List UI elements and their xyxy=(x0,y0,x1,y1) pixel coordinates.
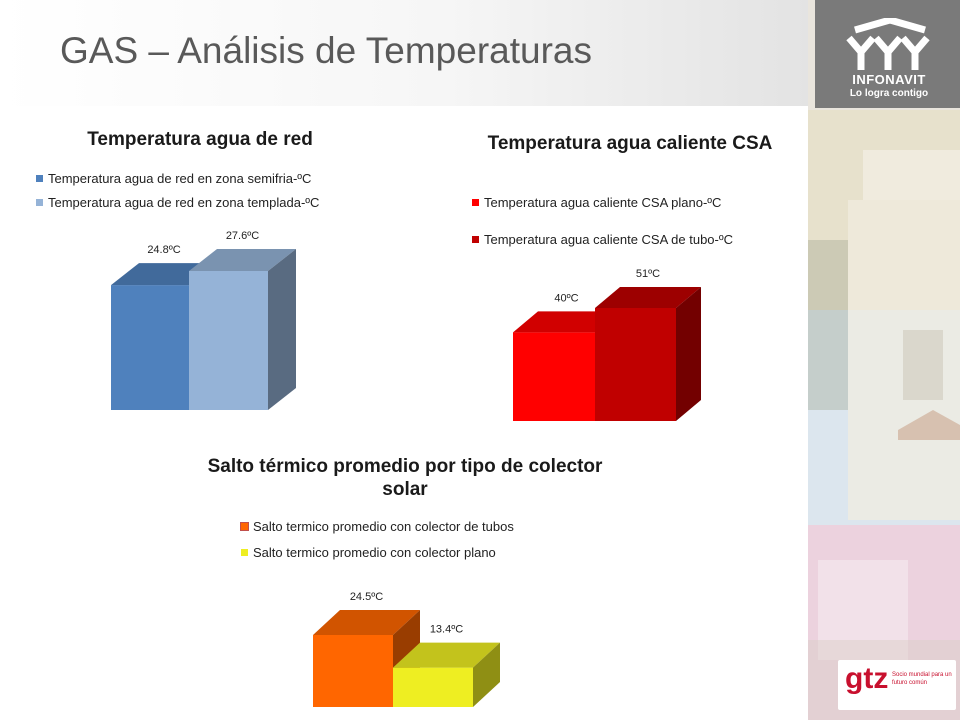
chart3-legend-item-tubos: Salto termico promedio con colector de t… xyxy=(240,519,514,534)
chart1-bar-2-side xyxy=(268,249,296,410)
chart1-legend-label-templada: Temperatura agua de red en zona templada… xyxy=(48,195,320,210)
chart3-bar-2-front xyxy=(393,667,473,707)
chart3-title: Salto térmico promedio por tipo de colec… xyxy=(207,456,603,500)
chart2-bar-1-top xyxy=(513,311,620,333)
chart1-bar-2-front xyxy=(189,271,268,410)
legend-swatch xyxy=(472,199,479,206)
chart1-bar-1-front xyxy=(111,285,189,410)
chart2-data-label-2: 51ºC xyxy=(636,268,660,280)
chart2-legend-label-tubo: Temperatura agua caliente CSA de tubo-ºC xyxy=(484,232,734,247)
chart1-title: Temperatura agua de red xyxy=(87,129,313,150)
chart3-bar-2 xyxy=(393,642,500,707)
chart2-legend-item-tubo: Temperatura agua caliente CSA de tubo-ºC xyxy=(472,232,733,247)
page-title: GAS – Análisis de Temperaturas xyxy=(60,30,592,71)
chart3-bar-1-top xyxy=(313,610,420,635)
gtz-logo: gtz xyxy=(845,662,889,695)
infonavit-logo-slogan: Lo logra contigo xyxy=(849,88,929,99)
chart3-data-label-1: 24.5ºC xyxy=(350,591,383,603)
legend-swatch xyxy=(36,175,43,182)
chart2-bar-2 xyxy=(595,287,701,421)
chart3-bar-1-front xyxy=(313,635,393,707)
chart1-legend-item-semifria: Temperatura agua de red en zona semifria… xyxy=(36,171,311,186)
chart3-legend-label-tubos: Salto termico promedio con colector de t… xyxy=(253,519,514,534)
chart2-bar-2-top xyxy=(595,287,701,308)
legend-swatch xyxy=(241,549,248,556)
legend-swatch xyxy=(240,522,249,531)
chart2-legend-label-plano: Temperatura agua caliente CSA plano-ºC xyxy=(484,195,722,210)
chart2-bar-1-front xyxy=(513,332,595,421)
gtz-logo-box xyxy=(838,660,956,710)
legend-swatch xyxy=(36,199,43,206)
chart2-title: Temperatura agua caliente CSA xyxy=(487,133,773,154)
chart3-bar-1 xyxy=(313,610,420,707)
legend-swatch xyxy=(472,236,479,243)
chart1-bar-2-top xyxy=(189,249,296,271)
infonavit-logo-name: INFONAVIT xyxy=(852,72,926,87)
chart3-legend-item-plano: Salto termico promedio con colector plan… xyxy=(241,545,496,560)
chart1-data-label-1: 24.8ºC xyxy=(147,244,180,256)
gtz-tagline: Socio mundial para un futuro común xyxy=(892,672,952,686)
chart1-legend-label-semifria: Temperatura agua de red en zona semifria… xyxy=(48,171,312,186)
chart3-legend-label-plano: Salto termico promedio con colector plan… xyxy=(253,545,496,560)
chart1-legend-item-templada: Temperatura agua de red en zona templada… xyxy=(36,195,319,210)
header-band xyxy=(0,0,808,106)
chart2-legend-item-plano: Temperatura agua caliente CSA plano-ºC xyxy=(472,195,721,210)
chart2-data-label-1: 40ºC xyxy=(554,292,578,304)
chart2-bar-2-front xyxy=(595,308,676,421)
chart3-bar-2-top xyxy=(393,642,500,668)
infonavit-houses-icon xyxy=(846,18,930,70)
chart1-bar-2 xyxy=(189,249,296,410)
chart1-data-label-2: 27.6ºC xyxy=(226,230,259,242)
chart2-bar-2-side xyxy=(676,287,701,421)
chart3-bar-2-side xyxy=(473,642,500,707)
chart3-data-label-2: 13.4ºC xyxy=(430,624,463,636)
